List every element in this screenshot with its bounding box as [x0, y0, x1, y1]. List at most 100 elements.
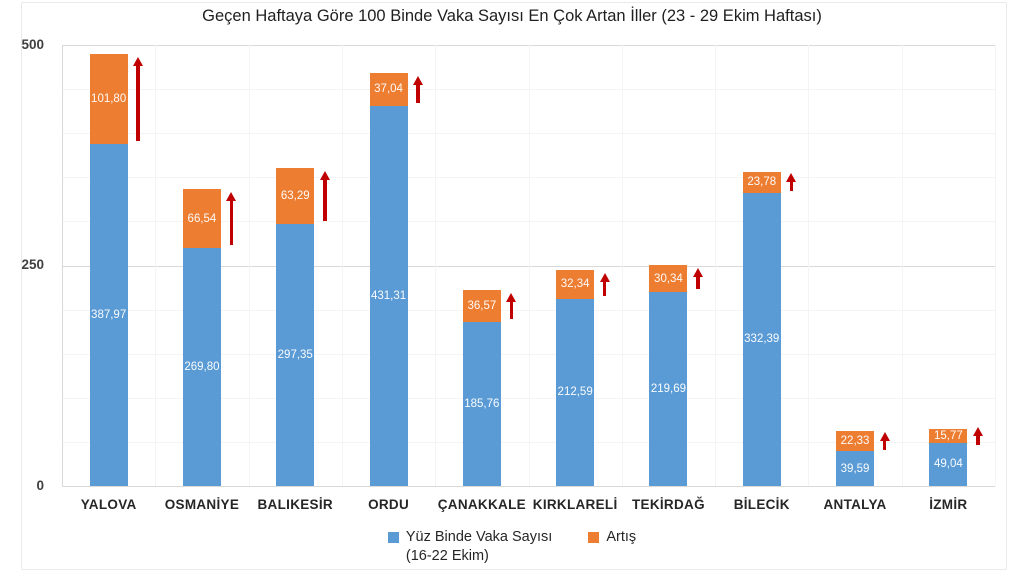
bar-value-label: 66,54	[187, 212, 217, 225]
x-axis-label: KIRKLARELİ	[532, 497, 618, 512]
increase-arrow-icon	[133, 57, 144, 141]
arrow-shaft	[509, 301, 514, 320]
bar-value-label: 49,04	[933, 458, 963, 471]
arrow-head-icon	[599, 272, 610, 282]
arrow-head-icon	[879, 432, 890, 442]
legend-swatch-orange-icon	[588, 532, 600, 543]
bar-segment-increase: 32,34	[556, 269, 595, 299]
bar-value-label: 36,57	[467, 300, 497, 313]
x-axis-label: ANTALYA	[823, 497, 887, 512]
arrow-shaft	[696, 277, 700, 290]
bar-segment-cases: 39,59	[836, 451, 875, 486]
bar-segment-increase: 37,04	[369, 72, 408, 106]
bar-group: 39,59 22,33	[836, 431, 875, 486]
bar-segment-cases: 49,04	[929, 442, 968, 486]
x-axis-label: BALIKESİR	[257, 497, 333, 512]
bar-group: 219,69 30,34	[649, 265, 688, 486]
increase-arrow-icon	[319, 170, 330, 221]
bar-value-label: 387,97	[91, 308, 127, 321]
bar-value-label: 332,39	[744, 333, 780, 346]
gridline-major	[62, 45, 995, 46]
bar-group: 49,04 15,77	[929, 428, 968, 486]
arrow-head-icon	[786, 173, 797, 183]
bar-segment-cases: 332,39	[742, 192, 781, 486]
arrow-shaft	[976, 435, 980, 445]
arrow-head-icon	[133, 57, 144, 67]
x-axis-labels: YALOVA OSMANİYE BALIKESİR ORDU ÇANAKKALE KIRK…	[62, 497, 995, 519]
arrow-head-icon	[226, 192, 237, 202]
bar-value-label: 219,69	[650, 383, 687, 396]
gridline-vertical	[808, 45, 810, 486]
gridline-minor	[62, 89, 995, 91]
legend-swatch-blue-icon	[387, 532, 399, 543]
arrow-shaft	[789, 182, 793, 192]
arrow-shaft	[416, 84, 420, 103]
legend-label-line2: (16-22 Ekim)	[405, 548, 489, 564]
bar-segment-increase: 63,29	[276, 167, 315, 224]
bar-value-label: 23,78	[747, 176, 777, 189]
bar-value-label: 63,29	[280, 189, 310, 202]
bar-value-label: 212,59	[557, 386, 593, 399]
bar-segment-increase: 22,33	[836, 431, 875, 452]
bar-segment-increase: 15,77	[929, 428, 968, 443]
increase-arrow-icon	[226, 192, 237, 246]
bar-value-label: 431,31	[370, 289, 407, 302]
bar-group: 212,59 32,34	[556, 269, 595, 486]
bar-segment-cases: 431,31	[369, 105, 408, 486]
bar-segment-cases: 219,69	[649, 292, 688, 486]
bar-group: 297,35 63,29	[276, 167, 315, 486]
gridline-minor	[62, 133, 995, 135]
legend: Yüz Binde Vaka Sayısı (16-22 Ekim) Artış	[0, 528, 1024, 566]
legend-item-increase: Artış	[588, 528, 636, 566]
x-axis-label: BİLECİK	[733, 497, 790, 512]
legend-label: Yüz Binde Vaka Sayısı	[405, 529, 553, 545]
x-axis-label: ÇANAKKALE	[437, 497, 526, 512]
chart-title: Geçen Haftaya Göre 100 Binde Vaka Sayısı…	[202, 7, 822, 25]
bar-value-label: 39,59	[840, 462, 870, 475]
increase-arrow-icon	[692, 268, 703, 290]
bar-group: 332,39 23,78	[742, 171, 781, 486]
gridline-vertical	[435, 45, 437, 486]
bar-segment-cases: 212,59	[556, 298, 595, 486]
increase-arrow-icon	[786, 173, 797, 192]
increase-arrow-icon	[506, 292, 517, 320]
x-axis-label: YALOVA	[80, 497, 137, 512]
gridline-vertical	[155, 45, 157, 486]
bar-value-label: 37,04	[374, 83, 403, 96]
bar-segment-increase: 23,78	[742, 171, 781, 193]
bar-segment-increase: 36,57	[462, 289, 501, 323]
arrow-shaft	[229, 201, 234, 246]
plot-area: 387,97 101,80 269,80 66,54 297,35 63,29 431,31…	[62, 45, 996, 487]
gridline-minor	[62, 177, 995, 179]
bar-segment-cases: 185,76	[462, 322, 501, 486]
gridline-vertical	[715, 45, 717, 486]
bar-segment-increase: 30,34	[649, 265, 688, 293]
x-axis-label: İZMİR	[929, 497, 968, 512]
bar-group: 185,76 36,57	[462, 289, 501, 486]
arrow-head-icon	[413, 75, 424, 85]
increase-arrow-icon	[972, 426, 983, 445]
bar-value-label: 30,34	[654, 272, 683, 285]
bar-value-label: 185,76	[464, 398, 500, 411]
gridline-vertical	[248, 45, 250, 486]
bar-segment-cases: 387,97	[89, 143, 128, 486]
arrow-shaft	[136, 66, 140, 141]
arrow-head-icon	[692, 268, 703, 278]
bar-value-label: 101,80	[91, 92, 127, 105]
x-axis-label: ORDU	[368, 497, 410, 512]
y-axis-tick-label: 250	[21, 257, 44, 272]
gridline-vertical	[621, 45, 623, 486]
arrow-head-icon	[972, 426, 983, 436]
bar-segment-increase: 66,54	[182, 189, 221, 249]
bar-segment-cases: 297,35	[276, 223, 315, 486]
bar-value-label: 22,33	[840, 435, 870, 448]
bar-segment-increase: 101,80	[89, 54, 128, 144]
bar-value-label: 297,35	[277, 348, 313, 361]
x-axis-label: OSMANİYE	[164, 497, 240, 512]
gridline-major	[62, 486, 995, 487]
y-axis-tick-label: 500	[21, 37, 44, 52]
gridline-vertical	[528, 45, 530, 486]
arrow-shaft	[882, 441, 887, 451]
arrow-shaft	[323, 179, 327, 221]
